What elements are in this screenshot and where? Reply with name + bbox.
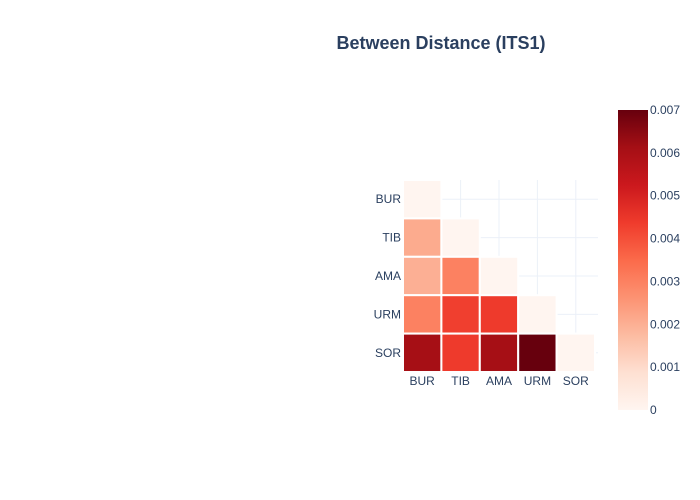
y-tick-label: SOR — [375, 346, 401, 360]
y-tick-label: BUR — [376, 192, 402, 206]
y-axis-ticks: BUR TIB AMA URM SOR — [374, 192, 402, 360]
colorbar-tick-label: 0.002 — [650, 317, 680, 331]
x-tick-label: TIB — [451, 374, 470, 388]
x-tick-label: SOR — [563, 374, 589, 388]
y-tick-label: AMA — [375, 269, 401, 283]
heatmap-cell-sor-ama — [478, 332, 520, 374]
heatmap-cell-ama-ama — [478, 255, 520, 297]
colorbar-tick-label: 0.005 — [650, 189, 680, 203]
colorbar-tick-label: 0.003 — [650, 274, 680, 288]
heatmap-cell-bur-bur — [402, 179, 443, 220]
heatmap-cell-urm-tib — [440, 294, 481, 335]
x-tick-label: URM — [524, 374, 551, 388]
colorbar-tick-label: 0.001 — [650, 360, 680, 374]
heatmap-cell-sor-bur — [402, 332, 443, 374]
y-tick-label: TIB — [382, 231, 401, 245]
heatmap-cell-ama-tib — [440, 255, 481, 297]
colorbar — [618, 110, 648, 410]
heatmap-cell-sor-tib — [440, 332, 481, 374]
x-tick-label: AMA — [486, 374, 512, 388]
heatmap-cell-urm-bur — [402, 294, 443, 335]
x-axis-ticks: BUR TIB AMA URM SOR — [410, 374, 590, 388]
heatmap-cell-sor-sor — [555, 332, 596, 374]
colorbar-tick-label: 0.006 — [650, 146, 680, 160]
heatmap-cell-urm-ama — [478, 294, 520, 335]
chart-title: Between Distance (ITS1) — [336, 33, 546, 53]
colorbar-tick-label: 0.007 — [650, 103, 680, 117]
heatmap-cell-urm-urm — [517, 294, 558, 335]
heatmap-cell-sor-urm — [517, 332, 558, 374]
colorbar-ticks: 0 0.001 0.002 0.003 0.004 0.005 0.006 0.007 — [650, 103, 680, 417]
heatmap-cell-ama-bur — [402, 255, 443, 297]
y-tick-label: URM — [374, 307, 401, 321]
colorbar-tick-label: 0 — [650, 403, 657, 417]
heatmap-cells — [402, 179, 596, 374]
heatmap-cell-tib-tib — [440, 217, 481, 258]
x-tick-label: BUR — [410, 374, 436, 388]
heatmap-cell-tib-bur — [402, 217, 443, 258]
colorbar-tick-label: 0.004 — [650, 232, 680, 246]
